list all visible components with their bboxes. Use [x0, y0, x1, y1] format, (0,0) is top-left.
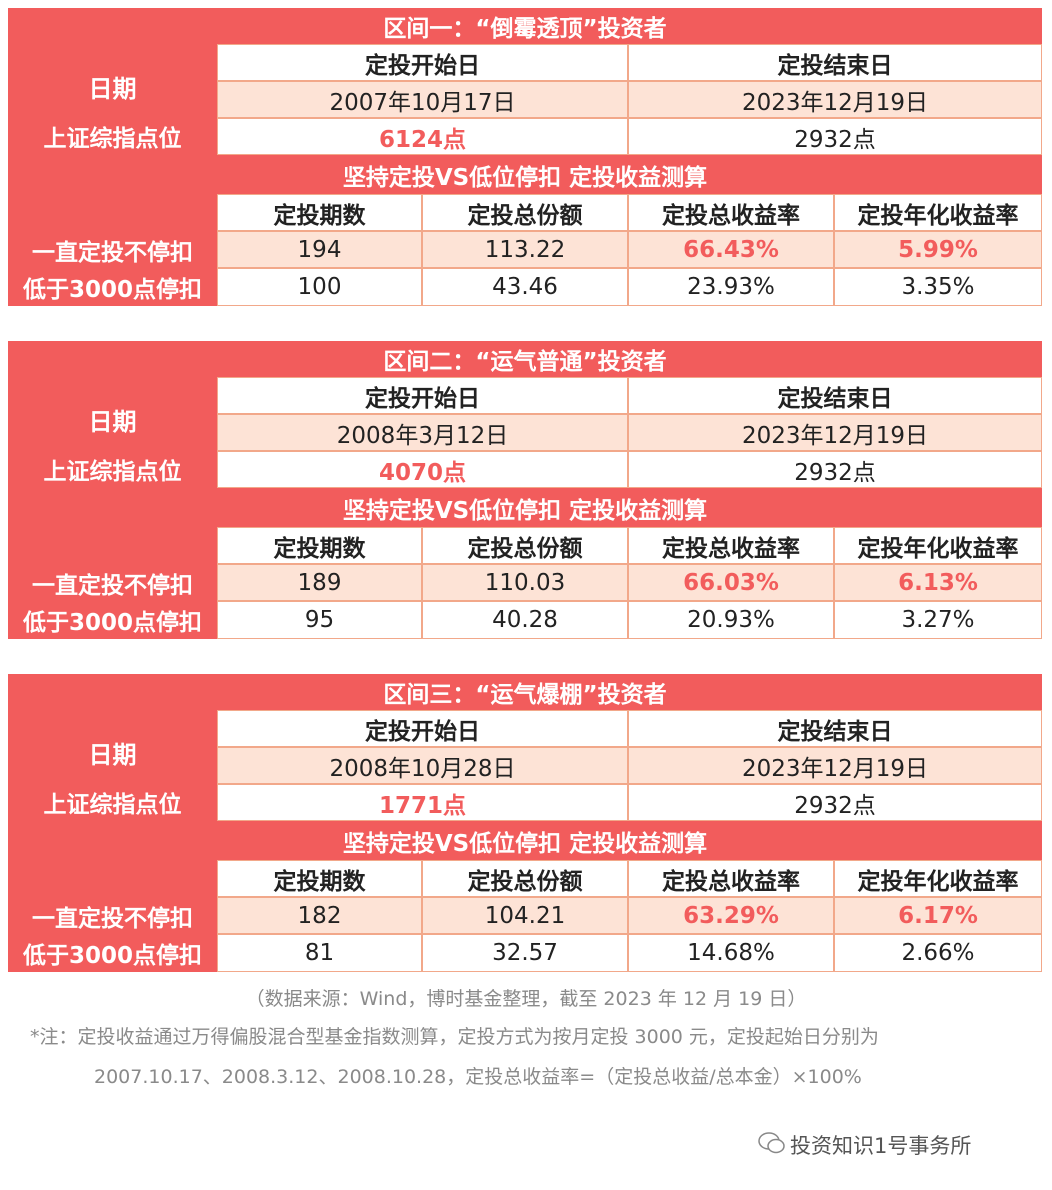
cell: 66.03% [628, 564, 834, 601]
column-header: 定投年化收益率 [834, 194, 1042, 231]
note-line: 2007.10.17、2008.3.12、2008.10.28，定投总收益率=（… [94, 1066, 862, 1088]
row-label: 低于3000点停扣 [8, 268, 217, 306]
cell: 23.93% [628, 268, 834, 306]
cell: 104.21 [422, 897, 628, 934]
header: 定投结束日 [628, 377, 1042, 414]
section-title: 区间二：“运气普通”投资者 [8, 341, 1042, 377]
column-header: 定投总收益率 [628, 527, 834, 564]
column-header: 定投总收益率 [628, 860, 834, 897]
cell: 95 [217, 601, 422, 639]
cell: 2023年12月19日 [628, 414, 1042, 451]
row-label: 低于3000点停扣 [8, 601, 217, 639]
cell: 100 [217, 268, 422, 306]
section-title: 区间一：“倒霉透顶”投资者 [8, 8, 1042, 44]
cell: 2008年3月12日 [217, 414, 628, 451]
label-bg [8, 860, 217, 897]
cell: 6.17% [834, 897, 1042, 934]
cell: 66.43% [628, 231, 834, 268]
cell: 2932点 [628, 118, 1042, 155]
cell: 3.35% [834, 268, 1042, 306]
cell: 194 [217, 231, 422, 268]
cell: 63.29% [628, 897, 834, 934]
source: （数据来源：Wind，博时基金整理，截至 2023 年 12 月 19 日） [245, 988, 807, 1010]
section-title: 区间三：“运气爆棚”投资者 [8, 674, 1042, 710]
cell: 182 [217, 897, 422, 934]
row-label: 一直定投不停扣 [8, 231, 217, 268]
cell: 32.57 [422, 934, 628, 972]
cell: 6.13% [834, 564, 1042, 601]
cell: 5.99% [834, 231, 1042, 268]
section-subtitle: 坚持定投VS低位停扣 定投收益测算 [8, 821, 1042, 860]
cell: 6124点 [217, 118, 628, 155]
index-label: 上证综指点位 [8, 449, 217, 489]
cell: 3.27% [834, 601, 1042, 639]
label-bg [8, 527, 217, 564]
column-header: 定投期数 [217, 527, 422, 564]
cell: 20.93% [628, 601, 834, 639]
watermark: 投资知识1号事务所 [790, 1134, 972, 1158]
cell: 81 [217, 934, 422, 972]
wechat-icon [758, 1132, 785, 1154]
row-label: 一直定投不停扣 [8, 564, 217, 601]
column-header: 定投年化收益率 [834, 860, 1042, 897]
column-header: 定投总份额 [422, 194, 628, 231]
row-label: 低于3000点停扣 [8, 934, 217, 972]
label-bg [8, 194, 217, 231]
cell: 2932点 [628, 451, 1042, 488]
header: 定投结束日 [628, 710, 1042, 747]
cell: 14.68% [628, 934, 834, 972]
cell: 110.03 [422, 564, 628, 601]
date-label: 日期 [8, 732, 217, 772]
cell: 43.46 [422, 268, 628, 306]
cell: 2008年10月28日 [217, 747, 628, 784]
column-header: 定投期数 [217, 860, 422, 897]
header: 定投开始日 [217, 44, 628, 81]
date-label: 日期 [8, 66, 217, 106]
cell: 4070点 [217, 451, 628, 488]
cell: 2.66% [834, 934, 1042, 972]
cell: 2023年12月19日 [628, 81, 1042, 118]
cell: 1771点 [217, 784, 628, 821]
cell: 113.22 [422, 231, 628, 268]
row-label: 一直定投不停扣 [8, 897, 217, 934]
cell: 40.28 [422, 601, 628, 639]
section-subtitle: 坚持定投VS低位停扣 定投收益测算 [8, 155, 1042, 194]
column-header: 定投总份额 [422, 527, 628, 564]
column-header: 定投年化收益率 [834, 527, 1042, 564]
index-label: 上证综指点位 [8, 782, 217, 822]
cell: 2007年10月17日 [217, 81, 628, 118]
cell: 2932点 [628, 784, 1042, 821]
header: 定投开始日 [217, 377, 628, 414]
column-header: 定投总收益率 [628, 194, 834, 231]
header: 定投开始日 [217, 710, 628, 747]
column-header: 定投期数 [217, 194, 422, 231]
cell: 2023年12月19日 [628, 747, 1042, 784]
header: 定投结束日 [628, 44, 1042, 81]
cell: 189 [217, 564, 422, 601]
index-label: 上证综指点位 [8, 116, 217, 156]
column-header: 定投总份额 [422, 860, 628, 897]
section-subtitle: 坚持定投VS低位停扣 定投收益测算 [8, 488, 1042, 527]
note-line: *注：定投收益通过万得偏股混合型基金指数测算，定投方式为按月定投 3000 元，… [30, 1026, 879, 1048]
date-label: 日期 [8, 399, 217, 439]
